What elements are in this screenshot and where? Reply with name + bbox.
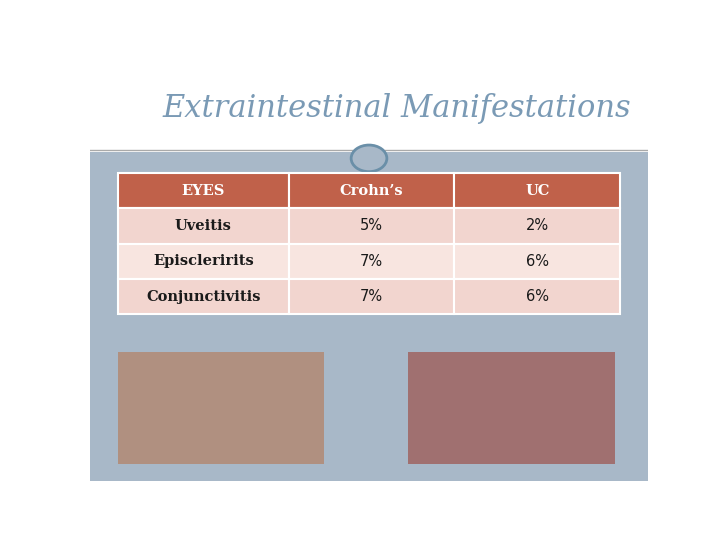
FancyBboxPatch shape: [118, 173, 289, 208]
FancyBboxPatch shape: [289, 173, 454, 208]
FancyBboxPatch shape: [118, 352, 324, 464]
FancyBboxPatch shape: [454, 279, 620, 314]
Text: UC: UC: [525, 184, 549, 198]
FancyBboxPatch shape: [118, 279, 289, 314]
Text: 7%: 7%: [360, 254, 383, 269]
Text: 5%: 5%: [360, 218, 383, 233]
Text: Uveitis: Uveitis: [175, 219, 232, 233]
Text: 2%: 2%: [526, 218, 549, 233]
Text: Crohn’s: Crohn’s: [340, 184, 403, 198]
FancyBboxPatch shape: [118, 244, 289, 279]
FancyBboxPatch shape: [90, 65, 648, 152]
FancyBboxPatch shape: [289, 279, 454, 314]
FancyBboxPatch shape: [454, 173, 620, 208]
Text: EYES: EYES: [181, 184, 225, 198]
FancyBboxPatch shape: [118, 208, 289, 244]
Circle shape: [351, 145, 387, 172]
FancyBboxPatch shape: [289, 208, 454, 244]
Text: Extraintestinal Manifestations: Extraintestinal Manifestations: [163, 93, 631, 124]
Text: 6%: 6%: [526, 289, 549, 304]
FancyBboxPatch shape: [289, 244, 454, 279]
Text: Conjunctivitis: Conjunctivitis: [146, 289, 261, 303]
FancyBboxPatch shape: [454, 208, 620, 244]
FancyBboxPatch shape: [90, 152, 648, 481]
FancyBboxPatch shape: [408, 352, 615, 464]
FancyBboxPatch shape: [454, 244, 620, 279]
Text: Episcleririts: Episcleririts: [153, 254, 253, 268]
Text: 7%: 7%: [360, 289, 383, 304]
Text: 6%: 6%: [526, 254, 549, 269]
